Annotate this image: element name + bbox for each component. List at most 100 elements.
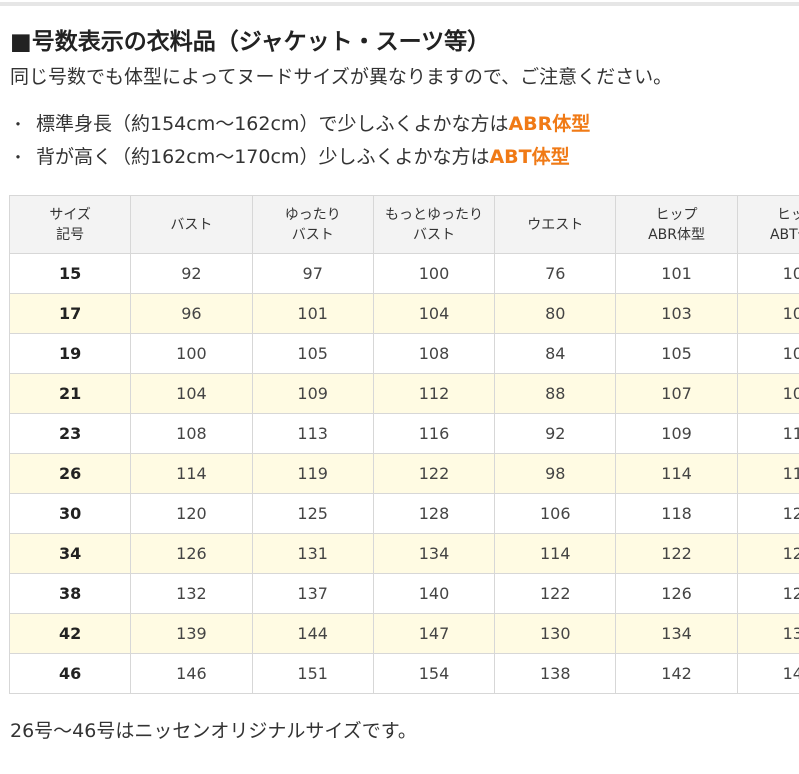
bust-cell: 132	[130, 573, 253, 614]
hip-abr-cell: 101	[615, 253, 738, 294]
bust-cell: 108	[130, 413, 253, 454]
header-line: ヒップ	[776, 206, 799, 223]
hip-abt-cell: 105	[736, 293, 799, 334]
size-cell: 17	[9, 293, 132, 334]
waist-cell: 92	[494, 413, 617, 454]
table-row: 2611411912298114116	[9, 453, 799, 494]
size-table: サイズ記号バストゆったりバストもっとゆったりバストウエストヒップABR体型ヒップ…	[9, 195, 799, 694]
waist-cell: 76	[494, 253, 617, 294]
hip-abr-cell: 122	[615, 533, 738, 574]
body-type-item-abr: ・標準身長（約154cm〜162cm）で少しふくよかな方はABR体型	[10, 108, 590, 141]
hip-abt-cell: 107	[736, 333, 799, 374]
size-table-container[interactable]: サイズ記号バストゆったりバストもっとゆったりバストウエストヒップABR体型ヒップ…	[9, 195, 799, 695]
hip-abt-cell: 109	[736, 373, 799, 414]
table-row: 38132137140122126128	[9, 573, 799, 614]
loose-bust-cell: 119	[251, 453, 374, 494]
header-hip-abt: ヒップ ABT体型	[736, 195, 799, 254]
table-row: 2110410911288107109	[9, 373, 799, 414]
bullet-icon: ・	[10, 115, 27, 134]
loose-bust-cell: 113	[251, 413, 374, 454]
header-line: ヒップ	[655, 206, 698, 223]
header-hip-abr: ヒップ ABR体型	[615, 195, 738, 254]
table-header-row: サイズ記号バストゆったりバストもっとゆったりバストウエストヒップABR体型ヒップ…	[9, 195, 799, 254]
extra-loose-bust-cell: 134	[372, 533, 496, 574]
loose-bust-cell: 101	[251, 293, 374, 334]
extra-loose-bust-cell: 108	[372, 333, 496, 374]
hip-abr-cell: 103	[615, 293, 738, 334]
waist-cell: 130	[494, 613, 617, 654]
size-cell: 19	[9, 333, 132, 374]
size-cell: 15	[9, 253, 132, 294]
header-waist: ウエスト	[494, 195, 617, 254]
header-line: バスト	[412, 226, 455, 243]
bust-cell: 92	[130, 253, 253, 294]
waist-cell: 88	[494, 373, 617, 414]
header-line: ゆったり	[284, 206, 341, 223]
loose-bust-cell: 125	[251, 493, 374, 534]
hip-abr-cell: 142	[615, 653, 738, 694]
hip-abt-cell: 111	[736, 413, 799, 454]
size-cell: 46	[9, 653, 132, 694]
loose-bust-cell: 97	[251, 253, 374, 294]
header-line: もっとゆったり	[384, 206, 483, 223]
size-cell: 42	[9, 613, 132, 654]
extra-loose-bust-cell: 112	[372, 373, 496, 414]
loose-bust-cell: 131	[251, 533, 374, 574]
hip-abr-cell: 105	[615, 333, 738, 374]
body-type-item-abt: ・背が高く（約162cm〜170cm）少しふくよかな方はABT体型	[10, 141, 590, 174]
header-line: ABT体型	[769, 226, 799, 243]
extra-loose-bust-cell: 154	[372, 653, 496, 694]
waist-cell: 106	[494, 493, 617, 534]
loose-bust-cell: 151	[251, 653, 374, 694]
header-line: サイズ	[49, 206, 91, 223]
header-extra-loose-bust: もっとゆったり バスト	[372, 195, 496, 254]
size-cell: 30	[9, 493, 132, 534]
top-divider	[0, 2, 799, 6]
extra-loose-bust-cell: 140	[372, 573, 496, 614]
bust-cell: 104	[130, 373, 253, 414]
intro-text: 同じ号数でも体型によってヌードサイズが異なりますので、ご注意ください。	[10, 66, 673, 88]
size-cell: 34	[9, 533, 132, 574]
loose-bust-cell: 105	[251, 333, 374, 374]
loose-bust-cell: 109	[251, 373, 374, 414]
waist-cell: 98	[494, 453, 617, 494]
bust-cell: 126	[130, 533, 253, 574]
header-loose-bust: ゆったり バスト	[251, 195, 374, 254]
bust-cell: 146	[130, 653, 253, 694]
hip-abt-cell: 103	[736, 253, 799, 294]
body-type-description: 標準身長（約154cm〜162cm）で少しふくよかな方は	[36, 113, 509, 135]
hip-abt-cell: 124	[736, 533, 799, 574]
size-cell: 38	[9, 573, 132, 614]
header-line: 記号	[56, 226, 85, 243]
hip-abr-cell: 134	[615, 613, 738, 654]
size-cell: 26	[9, 453, 132, 494]
hip-abt-cell: 128	[736, 573, 799, 614]
waist-cell: 138	[494, 653, 617, 694]
original-size-note: 26号〜46号はニッセンオリジナルサイズです。	[10, 720, 417, 742]
table-row: 46146151154138142144	[9, 653, 799, 694]
loose-bust-cell: 137	[251, 573, 374, 614]
hip-abr-cell: 109	[615, 413, 738, 454]
waist-cell: 122	[494, 573, 617, 614]
extra-loose-bust-cell: 128	[372, 493, 496, 534]
size-cell: 21	[9, 373, 132, 414]
body-type-abt-label: ABT体型	[489, 146, 570, 168]
hip-abt-cell: 120	[736, 493, 799, 534]
body-type-list: ・標準身長（約154cm〜162cm）で少しふくよかな方はABR体型 ・背が高く…	[10, 108, 590, 174]
bust-cell: 120	[130, 493, 253, 534]
hip-abt-cell: 116	[736, 453, 799, 494]
header-size-code: サイズ 記号	[9, 195, 132, 254]
hip-abt-cell: 136	[736, 613, 799, 654]
table-row: 1910010510884105107	[9, 333, 799, 374]
bust-cell: 114	[130, 453, 253, 494]
table-row: 42139144147130134136	[9, 613, 799, 654]
hip-abr-cell: 107	[615, 373, 738, 414]
extra-loose-bust-cell: 122	[372, 453, 496, 494]
body-type-abr-label: ABR体型	[508, 113, 591, 135]
extra-loose-bust-cell: 104	[372, 293, 496, 334]
waist-cell: 114	[494, 533, 617, 574]
loose-bust-cell: 144	[251, 613, 374, 654]
extra-loose-bust-cell: 100	[372, 253, 496, 294]
hip-abr-cell: 114	[615, 453, 738, 494]
header-line: ウエスト	[527, 216, 584, 233]
